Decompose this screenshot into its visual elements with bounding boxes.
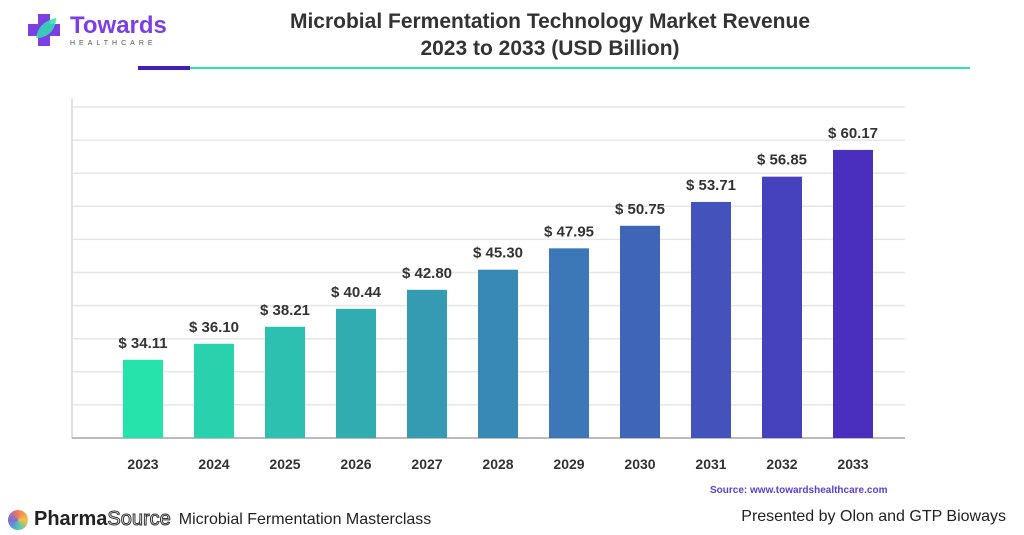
title-line-2: 2023 to 2033 (USD Billion) [420, 37, 680, 60]
data-label: $ 40.44 [331, 284, 382, 301]
source-text: Source: www.towardshealthcare.com [710, 485, 888, 496]
bar-2026 [336, 308, 376, 438]
bar-2032 [762, 176, 802, 438]
x-tick-label: 2029 [553, 456, 584, 472]
brand-bold: Pharma [34, 508, 108, 530]
data-label: $ 56.85 [757, 152, 807, 169]
x-tick-label: 2025 [269, 456, 300, 472]
data-label: $ 53.71 [686, 177, 736, 194]
x-tick-label: 2023 [127, 456, 158, 472]
bar-2030 [620, 225, 660, 438]
bar-2024 [194, 343, 234, 438]
bar-2033 [833, 149, 873, 439]
bar-2025 [265, 326, 305, 438]
x-tick-label: 2032 [766, 456, 797, 472]
data-label: $ 45.30 [473, 245, 523, 262]
data-label: $ 34.11 [118, 335, 167, 352]
x-tick-label: 2027 [411, 456, 442, 472]
data-label: $ 42.80 [402, 265, 452, 282]
x-tick-label: 2030 [624, 456, 655, 472]
title-line-1: Microbial Fermentation Technology Market… [289, 10, 811, 33]
data-label: $ 36.10 [189, 319, 239, 336]
pharmasource-brand: Pharma Source Microbial Fermentation Mas… [8, 508, 431, 531]
towards-healthcare-logo: Towards HEALTHCARE [26, 12, 167, 48]
bar-2031 [691, 201, 731, 438]
title-underline [190, 67, 970, 69]
x-tick-label: 2033 [837, 456, 868, 472]
x-tick-label: 2031 [695, 456, 726, 472]
presented-by: Presented by Olon and GTP Bioways [741, 508, 1006, 525]
bar-2023 [123, 359, 163, 438]
data-label: $ 60.17 [828, 125, 878, 142]
x-tick-label: 2028 [482, 456, 513, 472]
bar-2027 [407, 289, 447, 438]
event-name: Microbial Fermentation Masterclass [178, 510, 432, 528]
medical-cross-leaf-icon [28, 14, 60, 46]
logo-name: Towards [70, 11, 167, 39]
data-label: $ 50.75 [615, 201, 665, 218]
data-label: $ 38.21 [260, 302, 310, 319]
bar-2028 [478, 269, 518, 438]
chart-title: Microbial Fermentation Technology Market… [200, 8, 900, 62]
brand-outline: Source [107, 508, 171, 531]
data-label: $ 47.95 [544, 223, 594, 240]
x-tick-label: 2026 [340, 456, 371, 472]
pharmasource-logo-icon [8, 509, 28, 530]
title-underline-accent [138, 66, 190, 70]
bar-2029 [549, 248, 589, 438]
x-tick-label: 2024 [198, 456, 229, 472]
logo-subtitle: HEALTHCARE [70, 39, 157, 47]
